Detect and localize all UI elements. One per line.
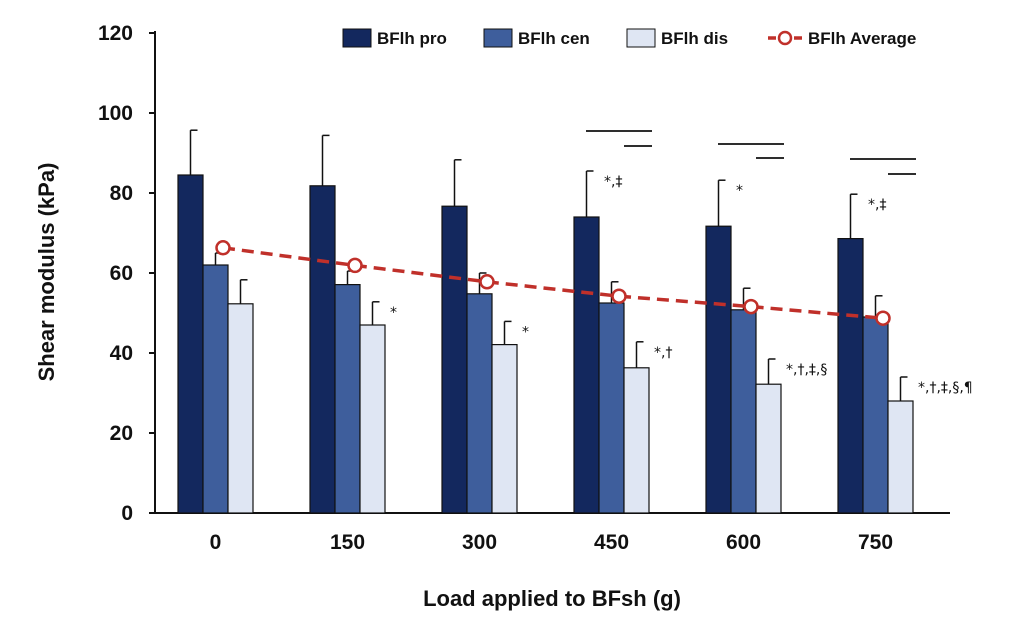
- y-tick-label: 20: [110, 422, 133, 445]
- x-tick-label: 300: [462, 531, 497, 554]
- bar: [705, 225, 732, 514]
- annotations: *,‡ * *,‡ * * *,† *,†,‡,§ *,†,‡,§,¶: [390, 130, 973, 396]
- y-tick-label: 120: [98, 22, 133, 45]
- legend-label: BFlh Average: [808, 29, 916, 48]
- bar: [598, 302, 625, 514]
- significance-label: *: [522, 324, 529, 340]
- significance-label: *,†,‡,§: [786, 362, 827, 378]
- significance-label: *,†: [654, 345, 672, 361]
- average-point: [875, 310, 891, 326]
- average-line-layer: [215, 240, 891, 326]
- bar: [491, 344, 518, 514]
- legend-label: BFlh dis: [661, 29, 728, 48]
- y-tick-label: 0: [121, 502, 133, 525]
- bar: [623, 367, 650, 514]
- bar: [309, 185, 336, 514]
- y-tick-label: 60: [110, 262, 133, 285]
- legend-label: BFlh cen: [518, 29, 590, 48]
- x-axis-title: Load applied to BFsh (g): [423, 586, 681, 611]
- average-point: [611, 288, 627, 304]
- significance-label: *,‡: [868, 197, 886, 213]
- bar: [466, 293, 493, 514]
- x-tick-label: 450: [594, 531, 629, 554]
- bar: [441, 205, 468, 514]
- bar: [887, 400, 914, 514]
- axes: 0 20 40 60 80 100 120 0 150 300 450 600 750: [98, 22, 950, 554]
- bar: [227, 303, 254, 514]
- average-point: [347, 257, 363, 274]
- x-tick-label: 600: [726, 531, 761, 554]
- legend-swatch: [626, 28, 656, 48]
- x-tick-label: 0: [210, 531, 222, 554]
- average-point: [479, 274, 495, 290]
- bar: [730, 309, 757, 514]
- average-point: [743, 298, 759, 315]
- bar: [862, 316, 889, 514]
- y-tick-label: 100: [98, 102, 133, 125]
- legend-label: BFlh pro: [377, 29, 447, 48]
- legend-swatch: [483, 28, 513, 48]
- bar: [177, 174, 204, 514]
- bar: [573, 216, 600, 514]
- legend-swatch: [342, 28, 372, 48]
- significance-label: *,‡: [604, 174, 622, 190]
- x-tick-label: 150: [330, 531, 365, 554]
- bar: [837, 238, 864, 514]
- average-point: [215, 240, 231, 256]
- bar: [359, 324, 386, 514]
- average-line: [222, 246, 884, 320]
- y-tick-label: 40: [110, 342, 133, 365]
- x-tick-label: 750: [858, 531, 893, 554]
- significance-label: *: [736, 183, 743, 199]
- legend: BFlh pro BFlh cen BFlh dis BFlh Average: [342, 28, 916, 48]
- bar: [202, 264, 229, 514]
- bar: [755, 383, 782, 514]
- significance-label: *: [390, 305, 397, 321]
- bar: [334, 284, 361, 514]
- y-tick-label: 80: [110, 182, 133, 205]
- y-axis-title: Shear modulus (kPa): [34, 163, 59, 382]
- significance-label: *,†,‡,§,¶: [918, 380, 973, 396]
- legend-marker: [777, 30, 793, 46]
- bars: [177, 129, 914, 514]
